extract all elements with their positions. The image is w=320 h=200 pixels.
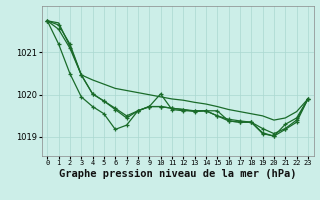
X-axis label: Graphe pression niveau de la mer (hPa): Graphe pression niveau de la mer (hPa) [59,169,296,179]
